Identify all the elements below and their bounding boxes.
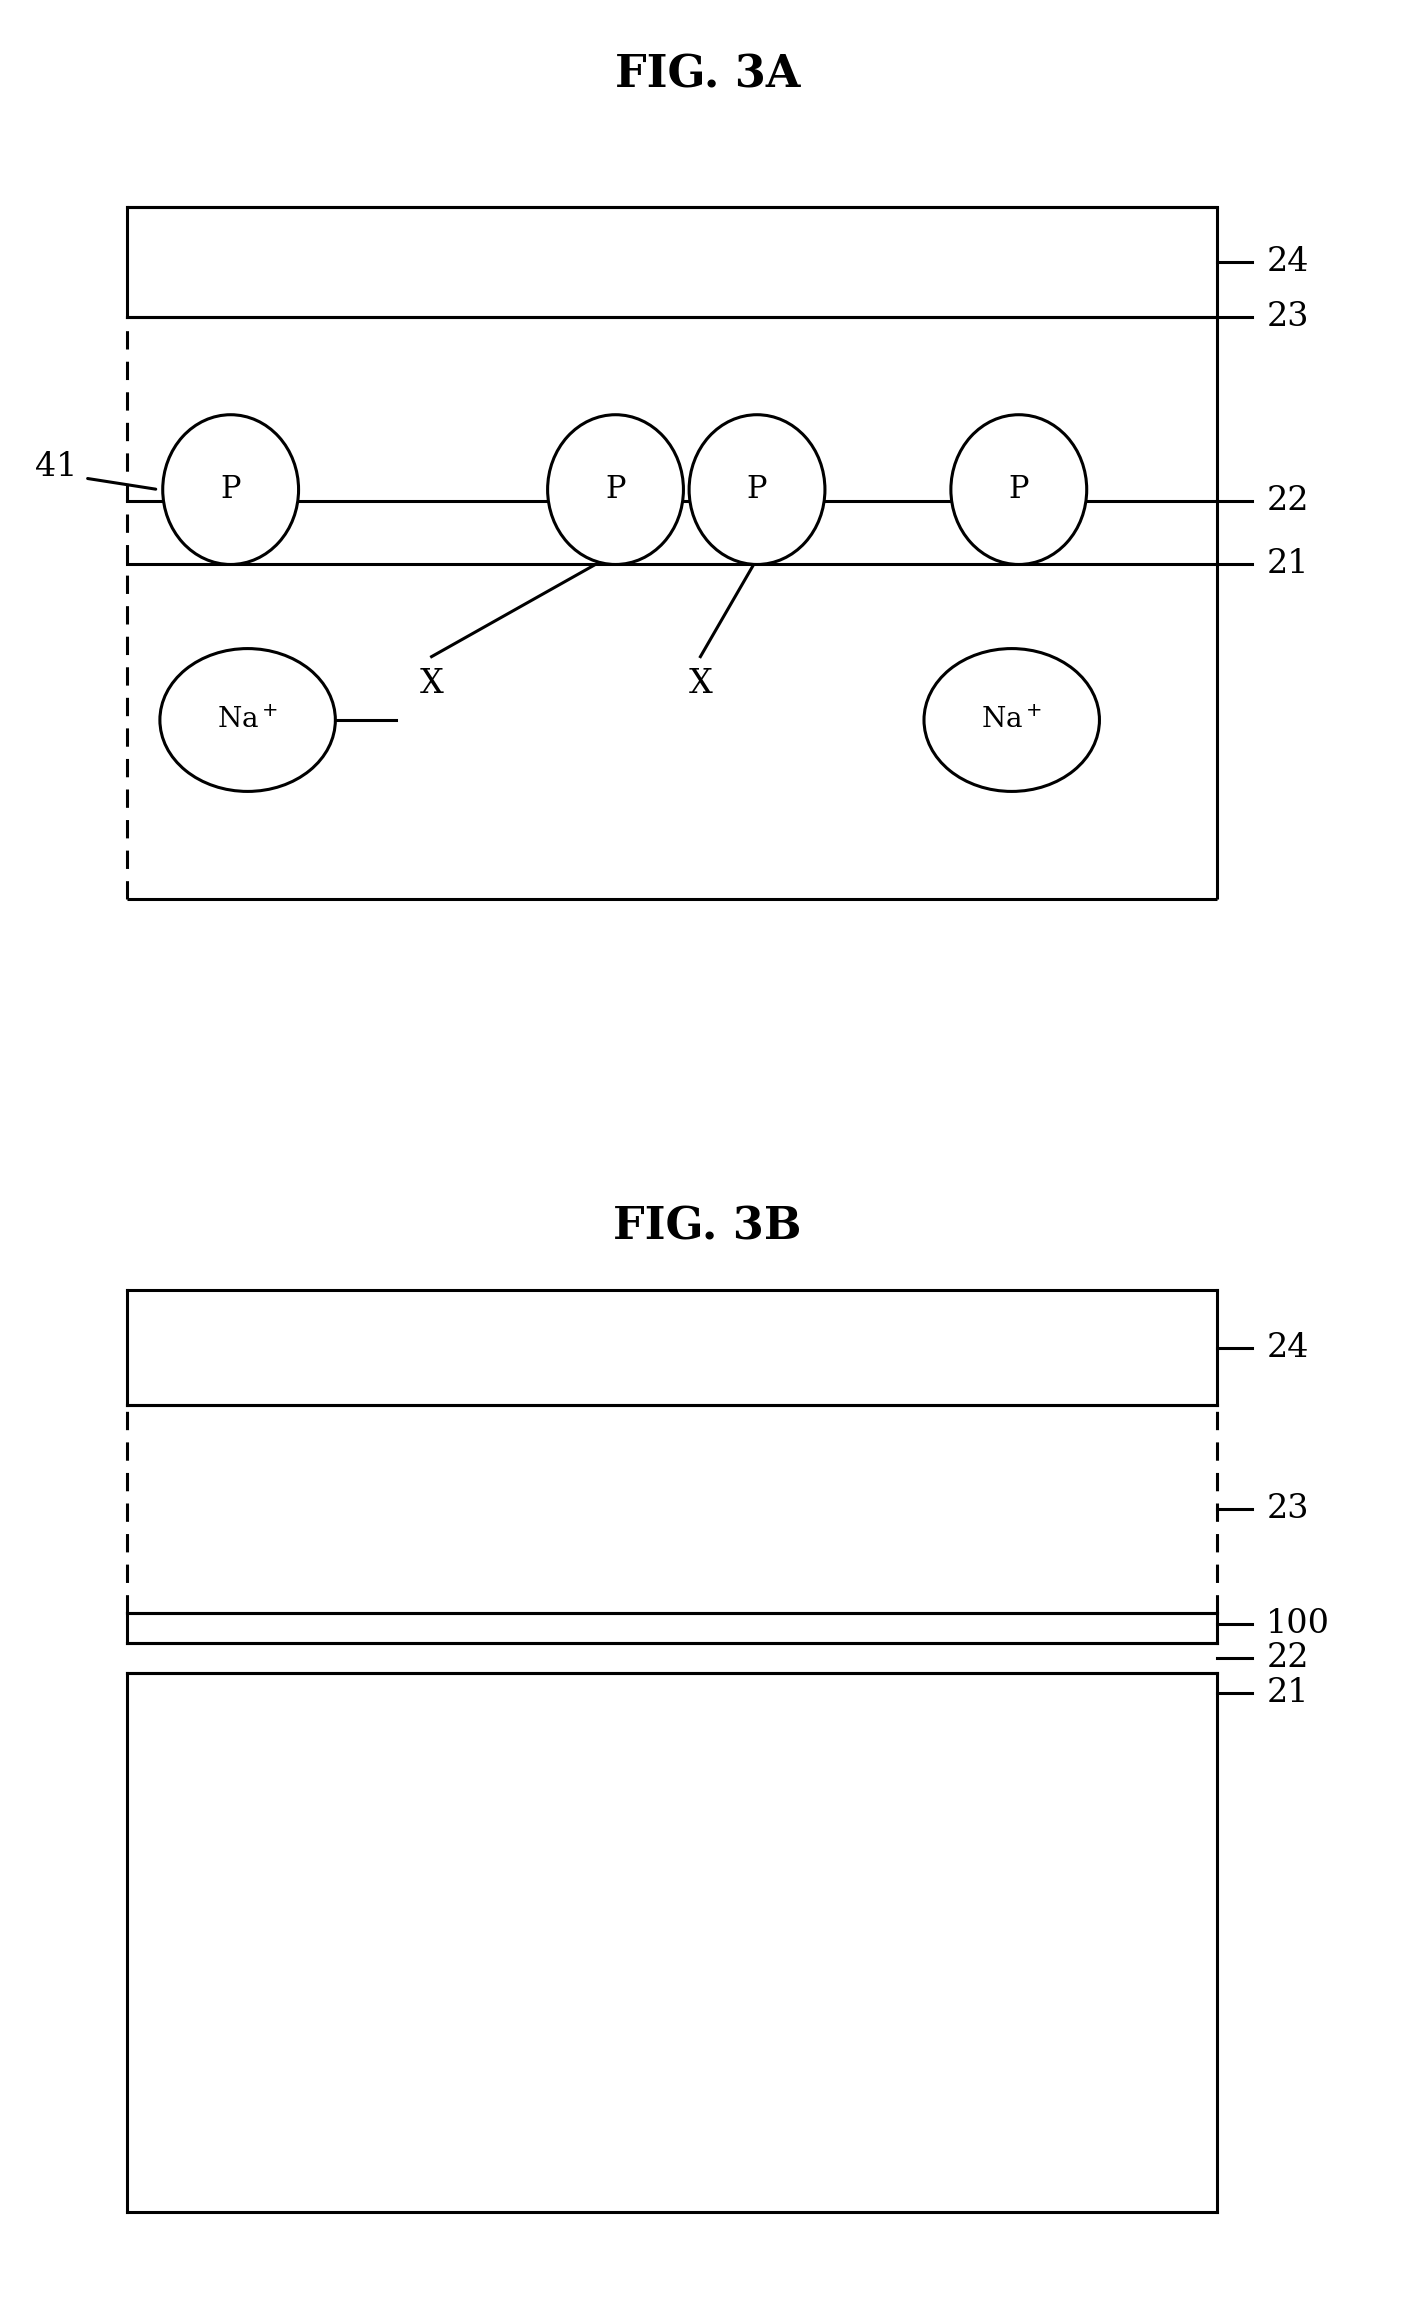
Text: P: P <box>1009 475 1029 505</box>
Text: P: P <box>747 475 767 505</box>
Text: P: P <box>221 475 241 505</box>
Ellipse shape <box>924 650 1099 793</box>
Text: 21: 21 <box>1266 548 1309 581</box>
Text: 22: 22 <box>1266 1643 1309 1673</box>
Text: X: X <box>689 668 712 700</box>
Ellipse shape <box>160 650 335 793</box>
Text: P: P <box>606 475 625 505</box>
Text: Na$^+$: Na$^+$ <box>981 705 1043 735</box>
Ellipse shape <box>163 415 299 564</box>
Text: 41: 41 <box>35 452 78 482</box>
Text: X: X <box>420 668 443 700</box>
Text: 21: 21 <box>1266 1677 1309 1710</box>
Text: Na$^+$: Na$^+$ <box>216 705 279 735</box>
Ellipse shape <box>951 415 1087 564</box>
Text: 24: 24 <box>1266 247 1309 276</box>
Text: 22: 22 <box>1266 486 1309 516</box>
Ellipse shape <box>548 415 683 564</box>
Ellipse shape <box>689 415 825 564</box>
Text: FIG. 3A: FIG. 3A <box>614 53 801 97</box>
Text: 100: 100 <box>1266 1608 1330 1640</box>
Text: 24: 24 <box>1266 1332 1309 1364</box>
Text: 23: 23 <box>1266 302 1309 332</box>
Text: FIG. 3B: FIG. 3B <box>613 1205 802 1249</box>
Text: 23: 23 <box>1266 1493 1309 1525</box>
